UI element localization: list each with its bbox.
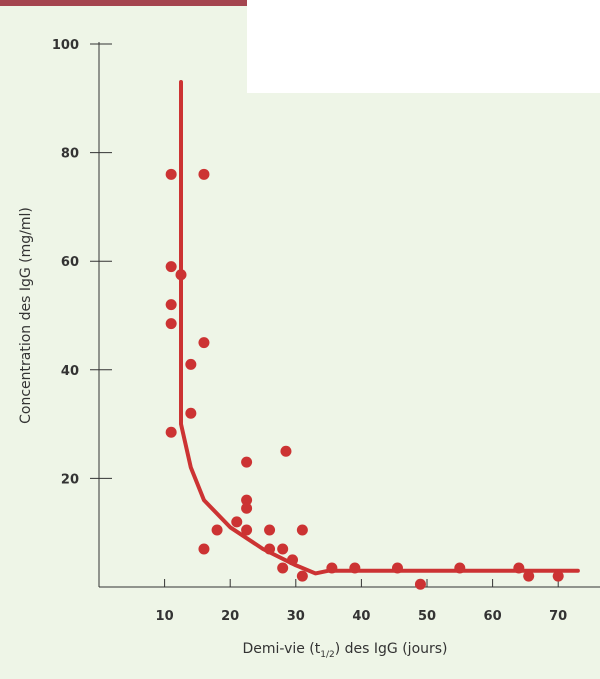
data-point: [165, 261, 177, 273]
x-tick-label: 20: [221, 609, 239, 624]
y-tick-label: 20: [61, 472, 79, 487]
x-tick-label: 50: [418, 609, 436, 624]
data-point: [513, 562, 525, 574]
y-tick-label: 80: [61, 147, 79, 162]
data-point: [552, 570, 564, 582]
x-tick-label: 30: [287, 609, 305, 624]
data-point: [185, 407, 197, 419]
y-tick-label: 100: [52, 38, 79, 53]
y-tick-label: 40: [61, 364, 79, 379]
data-point: [198, 337, 210, 349]
data-point: [264, 543, 276, 555]
data-point: [165, 299, 177, 311]
data-points: [165, 168, 564, 590]
data-point: [349, 562, 361, 574]
accent-bar: [0, 0, 247, 6]
x-axis-ticks: 10 20 30 40 50 60 70: [156, 579, 567, 624]
y-tick-label: 60: [61, 255, 79, 270]
data-point: [280, 445, 292, 457]
data-point: [241, 502, 253, 514]
data-point: [185, 358, 197, 370]
data-point: [175, 269, 187, 281]
y-axis-label: Concentration des IgG (mg/ml): [18, 207, 34, 424]
data-point: [198, 543, 210, 555]
x-axis-label: Demi-vie (t1/2) des IgG (jours): [242, 641, 447, 660]
axes: [98, 42, 600, 588]
data-point: [165, 168, 177, 180]
x-label-subscript: 1/2: [320, 650, 334, 660]
data-point: [326, 562, 338, 574]
x-label-prefix: Demi-vie (t: [242, 641, 320, 657]
data-point: [241, 524, 253, 536]
data-point: [391, 562, 403, 574]
data-point: [414, 578, 426, 590]
data-point: [198, 168, 210, 180]
data-point: [277, 543, 289, 555]
corner-white-area: [247, 0, 600, 93]
x-tick-label: 60: [484, 609, 502, 624]
data-point: [523, 570, 535, 582]
y-axis-ticks: 20 40 60 80 100: [52, 38, 112, 487]
data-point: [296, 570, 308, 582]
data-point: [165, 318, 177, 330]
trend-curve: [179, 80, 580, 576]
x-label-suffix: ) des IgG (jours): [335, 641, 448, 657]
data-point: [231, 516, 243, 528]
data-point: [287, 554, 299, 566]
data-point: [277, 562, 289, 574]
data-point: [296, 524, 308, 536]
x-tick-label: 10: [156, 609, 174, 624]
data-point: [165, 426, 177, 438]
data-point: [241, 494, 253, 506]
data-point: [454, 562, 466, 574]
data-point: [264, 524, 276, 536]
data-point: [211, 524, 223, 536]
x-tick-label: 70: [549, 609, 567, 624]
data-point: [241, 456, 253, 468]
x-tick-label: 40: [352, 609, 370, 624]
